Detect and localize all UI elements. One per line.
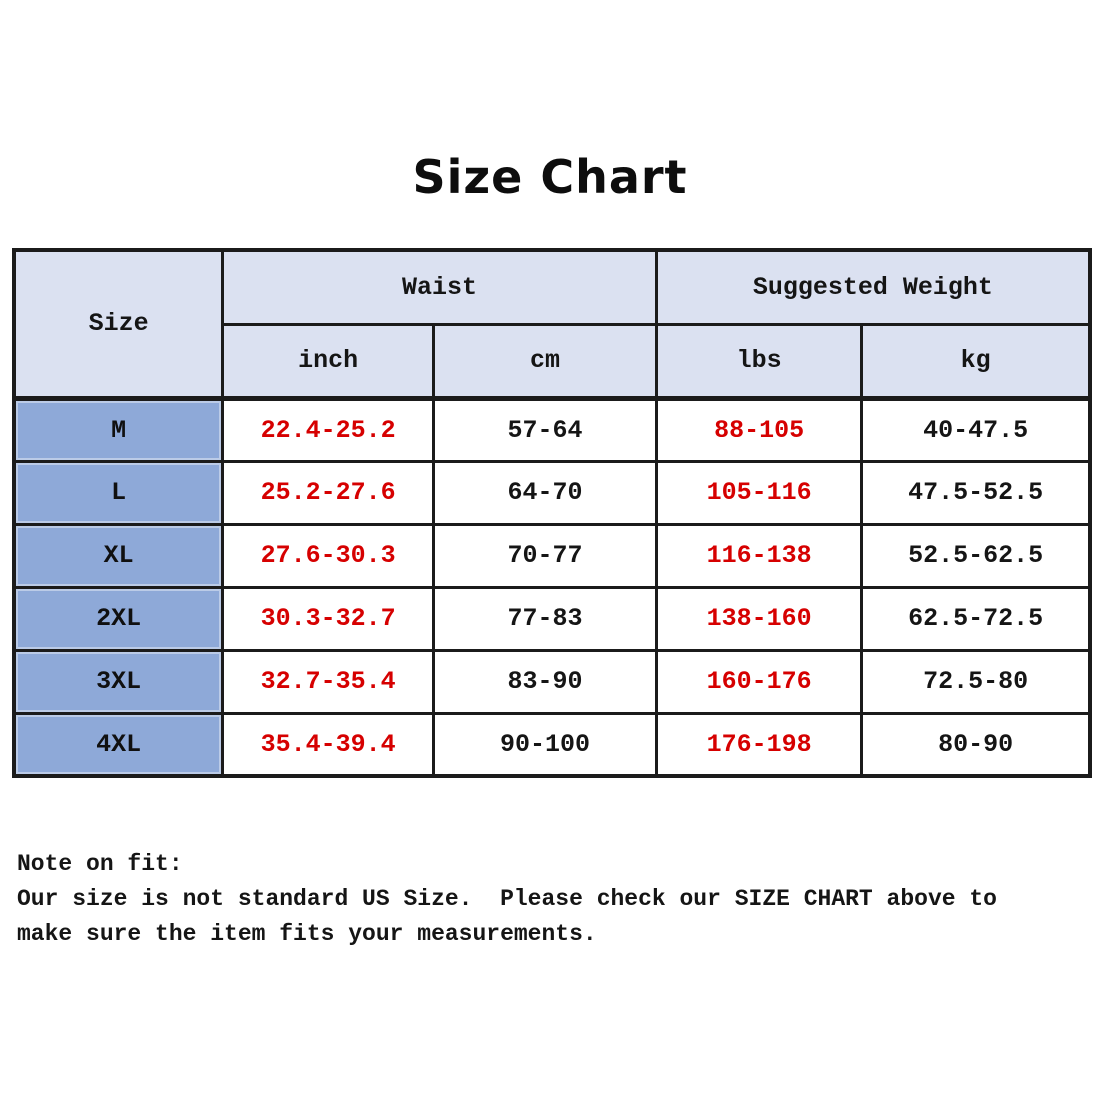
waist-cm-value: 57-64 bbox=[432, 396, 658, 463]
kg-column-header: kg bbox=[860, 322, 1092, 401]
waist-inch-value: 35.4-39.4 bbox=[221, 711, 436, 778]
waist-inch-value: 27.6-30.3 bbox=[221, 522, 436, 589]
waist-cm-value: 64-70 bbox=[432, 459, 658, 526]
size-label: 3XL bbox=[12, 648, 225, 715]
weight-lbs-value: 88-105 bbox=[654, 396, 864, 463]
waist-inch-value: 32.7-35.4 bbox=[221, 648, 436, 715]
fit-note-heading: Note on fit: bbox=[17, 851, 183, 877]
inch-column-header: inch bbox=[221, 322, 436, 401]
fit-note-line1: Our size is not standard US Size. Please… bbox=[17, 886, 997, 912]
size-label: L bbox=[12, 459, 225, 526]
fit-note-line2: make sure the item fits your measurement… bbox=[17, 921, 597, 947]
waist-inch-value: 25.2-27.6 bbox=[221, 459, 436, 526]
weight-kg-value: 52.5-62.5 bbox=[860, 522, 1092, 589]
weight-kg-value: 72.5-80 bbox=[860, 648, 1092, 715]
weight-lbs-value: 138-160 bbox=[654, 585, 864, 652]
weight-lbs-value: 176-198 bbox=[654, 711, 864, 778]
weight-lbs-value: 116-138 bbox=[654, 522, 864, 589]
weight-kg-value: 47.5-52.5 bbox=[860, 459, 1092, 526]
waist-cm-value: 77-83 bbox=[432, 585, 658, 652]
size-label: M bbox=[12, 396, 225, 463]
unit-header-row: inch cm lbs kg bbox=[14, 322, 1092, 401]
table-row-2xl: 2XL 30.3-32.7 77-83 138-160 62.5-72.5 bbox=[12, 585, 1092, 652]
waist-inch-value: 30.3-32.7 bbox=[221, 585, 436, 652]
size-label: 4XL bbox=[12, 711, 225, 778]
weight-kg-value: 40-47.5 bbox=[860, 396, 1092, 463]
fit-note: Note on fit: Our size is not standard US… bbox=[17, 847, 997, 952]
waist-cm-value: 90-100 bbox=[432, 711, 658, 778]
size-label: XL bbox=[12, 522, 225, 589]
waist-cm-value: 83-90 bbox=[432, 648, 658, 715]
waist-cm-value: 70-77 bbox=[432, 522, 658, 589]
weight-lbs-value: 105-116 bbox=[654, 459, 864, 526]
page-title: Size Chart bbox=[412, 150, 688, 204]
size-chart-table: Size Waist Suggested Weight inch cm lbs … bbox=[12, 248, 1092, 778]
size-column-header: Size bbox=[12, 248, 225, 401]
table-row-4xl: 4XL 35.4-39.4 90-100 176-198 80-90 bbox=[12, 711, 1092, 778]
group-header-row: Size Waist Suggested Weight bbox=[12, 248, 1092, 401]
weight-kg-value: 62.5-72.5 bbox=[860, 585, 1092, 652]
weight-group-header: Suggested Weight bbox=[654, 248, 1092, 326]
table-row-l: L 25.2-27.6 64-70 105-116 47.5-52.5 bbox=[12, 459, 1092, 526]
waist-group-header: Waist bbox=[221, 248, 658, 326]
table-row-xl: XL 27.6-30.3 70-77 116-138 52.5-62.5 bbox=[12, 522, 1092, 589]
weight-kg-value: 80-90 bbox=[860, 711, 1092, 778]
lbs-column-header: lbs bbox=[654, 322, 864, 401]
cm-column-header: cm bbox=[432, 322, 658, 401]
table-row-m: M 22.4-25.2 57-64 88-105 40-47.5 bbox=[12, 396, 1092, 463]
waist-inch-value: 22.4-25.2 bbox=[221, 396, 436, 463]
table-row-3xl: 3XL 32.7-35.4 83-90 160-176 72.5-80 bbox=[12, 648, 1092, 715]
size-label: 2XL bbox=[12, 585, 225, 652]
weight-lbs-value: 160-176 bbox=[654, 648, 864, 715]
